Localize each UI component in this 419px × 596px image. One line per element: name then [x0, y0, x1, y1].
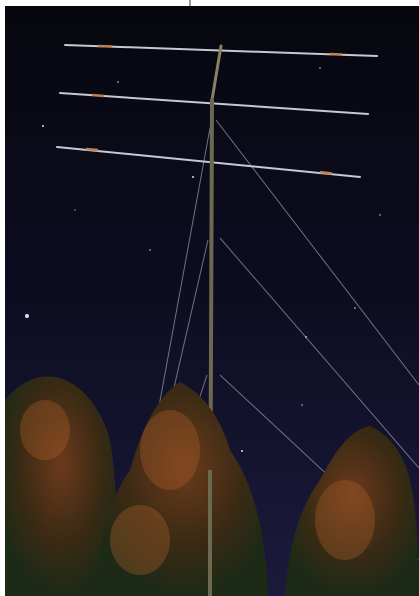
boom: [210, 44, 223, 102]
tree: [99, 382, 268, 596]
guy-wire: [219, 237, 419, 469]
star: [319, 67, 321, 69]
element: [56, 146, 361, 178]
star: [74, 209, 76, 211]
element: [59, 92, 369, 115]
highlight: [110, 505, 170, 575]
insulator: [91, 93, 105, 98]
star: [301, 404, 303, 406]
insulators: [85, 44, 343, 175]
star: [241, 450, 243, 452]
insulator: [319, 170, 333, 175]
tree: [5, 376, 117, 596]
star: [42, 125, 44, 127]
tree-highlights: [20, 400, 375, 575]
star: [117, 81, 119, 83]
insulator: [97, 44, 113, 48]
star: [354, 307, 356, 309]
highlight: [315, 480, 375, 560]
tree: [285, 426, 419, 596]
guy-wire: [215, 119, 419, 386]
insulator: [329, 52, 343, 56]
star: [149, 249, 151, 251]
star: [379, 214, 381, 216]
highlight: [20, 400, 70, 460]
star: [25, 314, 29, 318]
insulator: [85, 147, 99, 152]
star: [192, 176, 194, 178]
trees: [5, 376, 419, 596]
highlight: [140, 410, 200, 490]
